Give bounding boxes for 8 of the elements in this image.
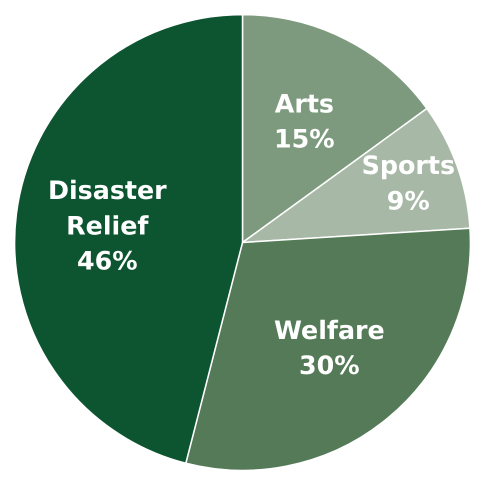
slice-label: Arts [274, 88, 334, 118]
data-label: 15% [274, 124, 335, 154]
data-label: 46% [76, 246, 138, 276]
slice-label: Sports [362, 150, 456, 180]
slice-label: Disaster Relief [48, 175, 168, 240]
slice-label: Welfare [274, 314, 385, 345]
data-label: 30% [299, 350, 360, 380]
data-label: 9% [386, 185, 430, 216]
